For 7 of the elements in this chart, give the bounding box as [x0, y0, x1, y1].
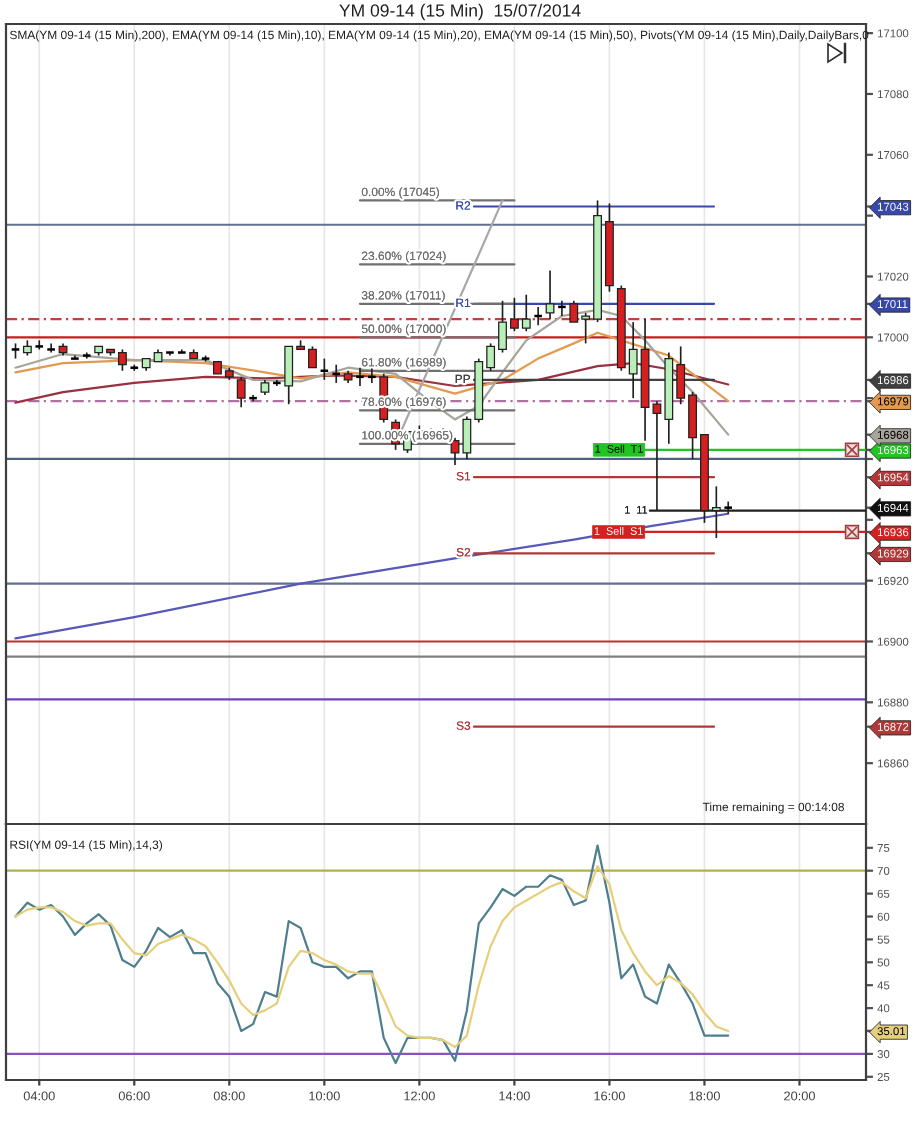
candlestick: [236, 376, 246, 409]
chart-title: YM 09-14 (15 Min) 15/07/2014: [339, 3, 581, 21]
candlestick: [46, 342, 57, 354]
line-series: [14, 512, 730, 640]
line-series: [14, 865, 730, 1049]
line-series: [14, 844, 730, 1065]
candlestick: [545, 269, 555, 320]
